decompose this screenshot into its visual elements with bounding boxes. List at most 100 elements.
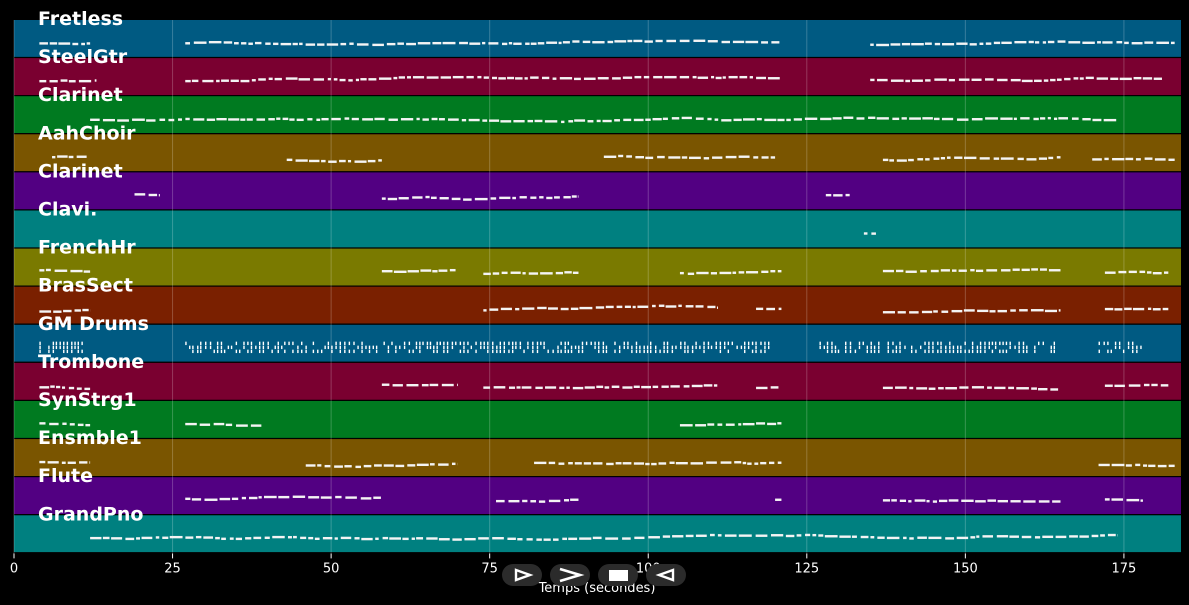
note bbox=[1026, 158, 1037, 161]
forward-button[interactable] bbox=[550, 564, 590, 586]
note bbox=[553, 538, 559, 541]
note bbox=[831, 345, 833, 350]
note bbox=[707, 345, 710, 350]
note bbox=[499, 349, 502, 354]
note bbox=[604, 386, 610, 389]
note bbox=[192, 349, 194, 354]
note bbox=[940, 157, 946, 160]
note bbox=[1157, 464, 1167, 468]
note bbox=[915, 349, 917, 354]
note bbox=[493, 386, 506, 389]
note bbox=[451, 197, 461, 201]
note bbox=[1131, 42, 1143, 45]
note bbox=[695, 345, 697, 350]
note bbox=[863, 232, 868, 235]
note bbox=[557, 345, 559, 350]
note bbox=[895, 386, 907, 389]
note bbox=[720, 461, 732, 464]
note bbox=[1069, 535, 1078, 538]
note bbox=[901, 42, 911, 46]
note bbox=[522, 499, 528, 503]
note bbox=[1018, 341, 1020, 346]
note bbox=[426, 345, 429, 350]
note bbox=[731, 341, 734, 346]
note bbox=[443, 341, 445, 346]
note bbox=[221, 79, 229, 82]
play-button[interactable] bbox=[502, 564, 542, 586]
note bbox=[397, 42, 404, 45]
note bbox=[72, 42, 79, 46]
note bbox=[459, 41, 468, 45]
note bbox=[985, 78, 994, 81]
note bbox=[560, 349, 562, 354]
note bbox=[1031, 387, 1037, 390]
note bbox=[733, 118, 742, 122]
note-events bbox=[39, 39, 1175, 541]
note bbox=[957, 345, 959, 350]
back-button[interactable] bbox=[646, 564, 686, 586]
note bbox=[48, 349, 50, 354]
note bbox=[292, 349, 294, 354]
note bbox=[954, 156, 963, 159]
note bbox=[1127, 341, 1130, 346]
note bbox=[933, 117, 940, 121]
note bbox=[738, 534, 752, 537]
note bbox=[971, 118, 983, 121]
note bbox=[431, 117, 438, 121]
note bbox=[707, 305, 716, 309]
note bbox=[719, 349, 722, 354]
note bbox=[513, 42, 522, 45]
note bbox=[971, 78, 982, 81]
note bbox=[301, 341, 303, 346]
note bbox=[577, 195, 579, 198]
note bbox=[899, 349, 901, 354]
note bbox=[653, 75, 663, 79]
note bbox=[250, 349, 253, 354]
note bbox=[622, 386, 633, 389]
note bbox=[892, 117, 900, 121]
note bbox=[928, 387, 936, 390]
note bbox=[552, 77, 557, 80]
note bbox=[971, 341, 974, 346]
note bbox=[650, 345, 652, 350]
note bbox=[55, 345, 58, 350]
note bbox=[487, 349, 489, 354]
note bbox=[755, 534, 768, 537]
note bbox=[602, 119, 612, 123]
note bbox=[911, 42, 924, 46]
note bbox=[971, 386, 985, 389]
note bbox=[582, 40, 591, 44]
note bbox=[540, 341, 542, 346]
note bbox=[845, 349, 847, 354]
note bbox=[155, 536, 160, 539]
note bbox=[870, 349, 872, 354]
note bbox=[408, 349, 411, 354]
note bbox=[400, 118, 414, 121]
note bbox=[322, 536, 333, 540]
note bbox=[886, 536, 900, 540]
track-lane bbox=[14, 96, 1181, 134]
note bbox=[425, 195, 430, 199]
note bbox=[568, 120, 574, 123]
note bbox=[70, 269, 83, 273]
x-tick-label: 75 bbox=[481, 561, 498, 576]
note bbox=[691, 349, 694, 354]
note bbox=[258, 345, 261, 350]
note bbox=[395, 345, 397, 350]
note bbox=[778, 307, 782, 311]
note bbox=[961, 499, 974, 502]
x-tick-label: 150 bbox=[953, 561, 978, 576]
note bbox=[285, 77, 298, 80]
note bbox=[666, 39, 677, 43]
note bbox=[562, 41, 570, 44]
note bbox=[825, 193, 832, 197]
note bbox=[258, 341, 261, 346]
stop-button[interactable] bbox=[598, 564, 638, 586]
note bbox=[530, 500, 537, 503]
note bbox=[262, 349, 265, 354]
note bbox=[564, 345, 566, 350]
note bbox=[459, 349, 462, 354]
note bbox=[258, 496, 262, 499]
note bbox=[1082, 41, 1095, 44]
note bbox=[1104, 271, 1116, 274]
